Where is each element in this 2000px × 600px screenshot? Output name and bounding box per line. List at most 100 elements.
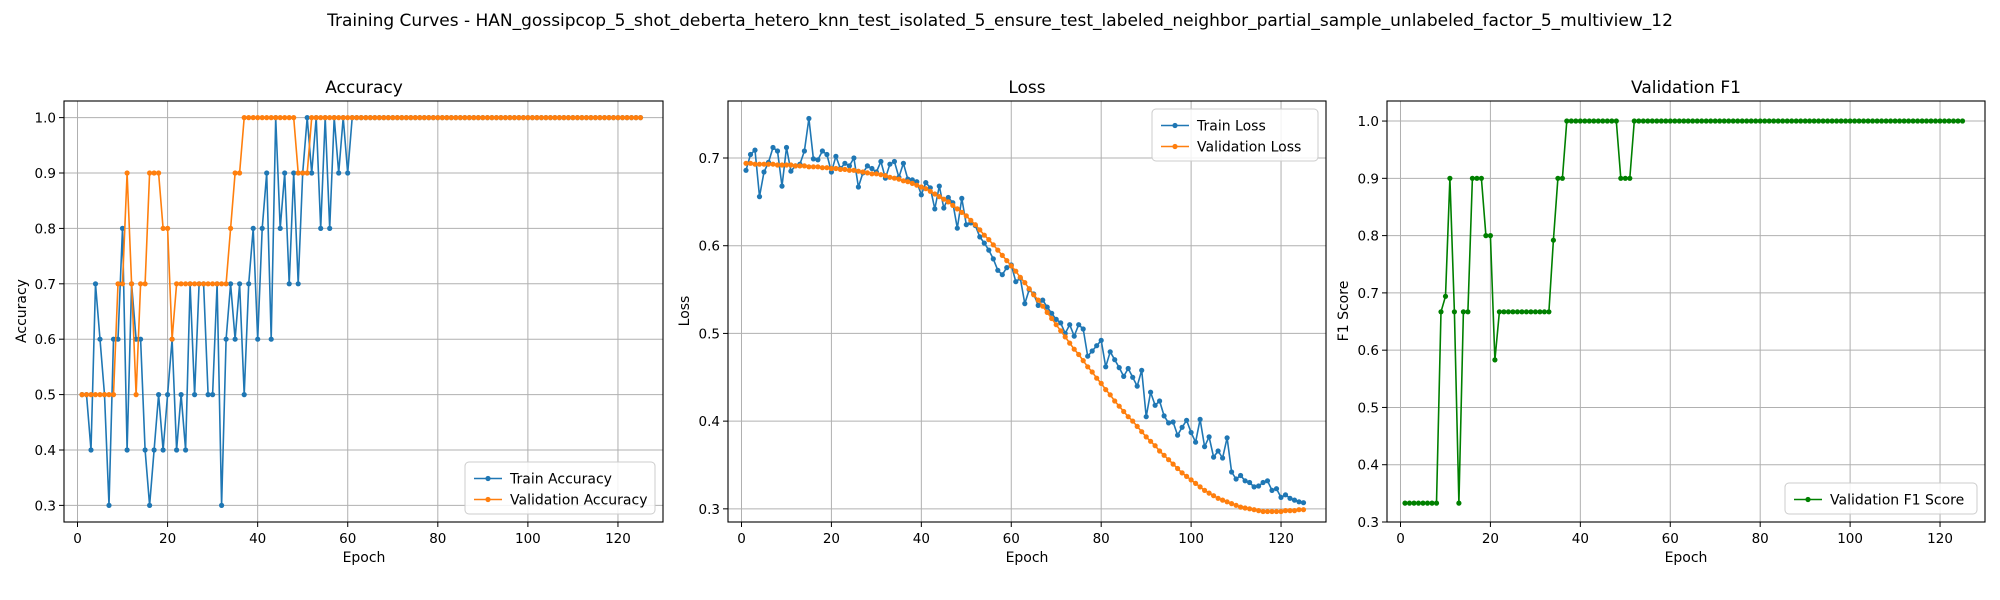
loss-data-point	[1139, 367, 1145, 373]
loss-data-point	[1094, 375, 1100, 381]
loss-x-tick-label: 120	[1268, 531, 1294, 547]
loss-data-point	[1264, 478, 1271, 484]
accuracy-data-point	[295, 281, 301, 287]
accuracy-data-point	[480, 115, 486, 121]
loss-data-point	[1112, 398, 1118, 404]
accuracy-legend: Train Accuracy Validation Accuracy	[464, 461, 656, 515]
accuracy-data-point	[219, 281, 225, 287]
accuracy-data-point	[318, 225, 324, 231]
loss-data-point	[1224, 499, 1230, 505]
loss-data-point	[1134, 423, 1140, 429]
f1-data-point	[1604, 118, 1610, 124]
loss-data-point	[986, 237, 992, 243]
f1-data-point	[1663, 118, 1669, 124]
loss-data-point	[1139, 429, 1145, 435]
loss-data-point	[1197, 416, 1203, 422]
accuracy-data-point	[471, 115, 477, 121]
f1-x-tick-label: 80	[1752, 531, 1769, 547]
loss-data-point	[1233, 502, 1239, 508]
accuracy-data-point	[345, 170, 351, 176]
loss-data-point	[1085, 353, 1091, 359]
loss-data-point	[1035, 302, 1041, 308]
accuracy-data-point	[138, 336, 144, 342]
accuracy-data-point	[183, 447, 189, 453]
f1-data-point	[1451, 309, 1457, 315]
loss-data-point	[1017, 274, 1023, 280]
loss-data-point	[860, 169, 866, 175]
loss-x-tick-label: 0	[737, 531, 746, 547]
loss-data-point	[1058, 328, 1064, 334]
f1-data-point	[1816, 118, 1822, 124]
loss-data-point	[1089, 369, 1095, 375]
f1-data-point	[1735, 118, 1741, 124]
loss-data-point	[1121, 408, 1127, 415]
accuracy-data-point	[394, 115, 400, 121]
f1-data-point	[1564, 118, 1570, 124]
loss-data-point	[878, 158, 884, 165]
accuracy-data-point	[520, 115, 527, 121]
loss-data-point	[1076, 351, 1082, 358]
f1-data-point	[1555, 175, 1561, 181]
accuracy-x-tick-label: 20	[159, 531, 176, 547]
f1-data-point	[1645, 118, 1651, 124]
accuracy-data-point	[453, 115, 459, 121]
accuracy-data-point	[498, 115, 504, 121]
accuracy-data-point	[412, 115, 418, 121]
accuracy-data-point	[255, 336, 261, 342]
accuracy-data-point	[511, 115, 517, 121]
accuracy-data-point	[151, 447, 157, 453]
f1-data-point	[1528, 309, 1534, 315]
f1-data-point	[1501, 309, 1507, 315]
f1-data-point	[1649, 118, 1655, 124]
loss-data-point	[1148, 389, 1154, 395]
f1-y-tick-label: 0.8	[1358, 229, 1379, 245]
loss-data-point	[792, 163, 799, 169]
loss-data-point	[1125, 365, 1131, 372]
loss-data-point	[869, 165, 875, 172]
loss-data-point	[995, 247, 1001, 253]
accuracy-data-point	[264, 170, 270, 176]
loss-data-point	[810, 156, 817, 162]
loss-data-point	[1269, 487, 1275, 493]
accuracy-data-point	[408, 115, 414, 121]
accuracy-data-point	[160, 447, 166, 453]
f1-data-point	[1865, 118, 1871, 124]
accuracy-plot-area: 0 20 40 60 80 100 120 0.3 0.4 0.5 0.6 0.7 0.8 0.9 1.0 T…	[35, 100, 664, 547]
accuracy-x-tick-label: 100	[515, 531, 541, 547]
loss-data-point	[1053, 316, 1059, 322]
f1-data-point	[1744, 118, 1750, 124]
accuracy-y-tick-label: 0.7	[35, 277, 56, 293]
f1-data-point	[1465, 309, 1471, 315]
accuracy-data-point	[309, 115, 315, 121]
loss-data-point	[819, 148, 826, 154]
accuracy-data-point	[606, 115, 612, 121]
f1-title: Validation F1	[1631, 78, 1741, 98]
loss-ylabel: Loss	[677, 296, 693, 327]
accuracy-data-point	[169, 336, 175, 342]
loss-data-point	[1206, 434, 1212, 440]
f1-data-point	[1483, 233, 1489, 239]
accuracy-data-point	[259, 225, 265, 231]
loss-data-point	[828, 165, 835, 172]
accuracy-data-point	[106, 392, 112, 398]
accuracy-data-point	[403, 115, 409, 121]
loss-data-point	[851, 155, 857, 161]
loss-data-point	[855, 184, 862, 190]
accuracy-data-point	[115, 281, 121, 287]
loss-data-point	[945, 194, 951, 201]
accuracy-data-point	[327, 225, 333, 231]
accuracy-data-point	[367, 115, 373, 121]
loss-data-point	[1273, 486, 1280, 492]
accuracy-data-point	[327, 115, 333, 121]
f1-data-point	[1438, 309, 1444, 315]
loss-legend-label: Train Loss	[1196, 119, 1266, 135]
f1-data-point	[1460, 309, 1466, 315]
accuracy-data-point	[502, 115, 508, 121]
accuracy-data-point	[354, 115, 360, 121]
loss-data-point	[1170, 461, 1176, 467]
f1-data-point	[1636, 118, 1642, 124]
loss-data-point	[1287, 495, 1293, 501]
accuracy-data-point	[336, 115, 342, 121]
loss-data-point	[779, 162, 785, 168]
loss-data-point	[788, 168, 794, 174]
